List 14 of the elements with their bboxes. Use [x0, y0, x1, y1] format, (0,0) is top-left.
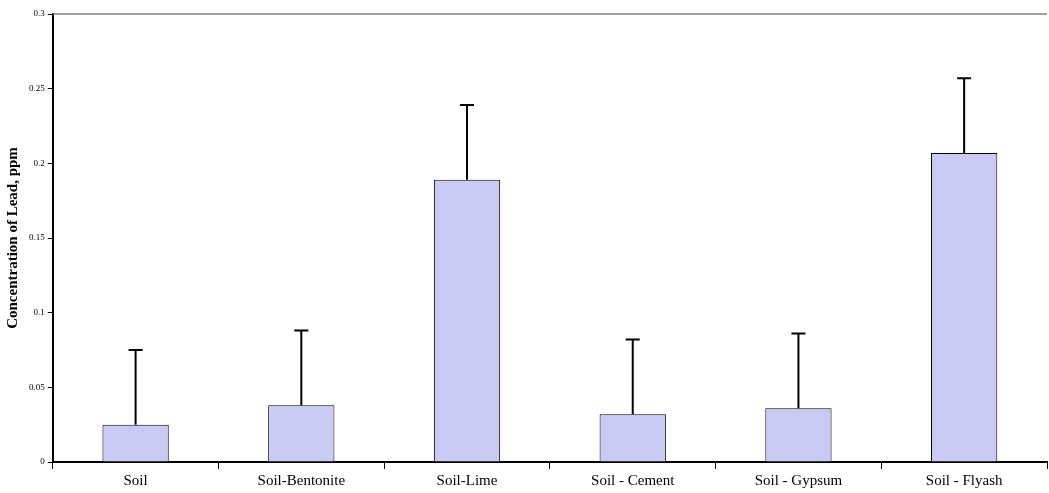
x-tick-label: Soil - Flyash: [925, 471, 1003, 488]
x-tick-label: Soil: [123, 471, 148, 488]
y-tick-label: 0: [40, 456, 46, 467]
y-tick-label: 0.05: [29, 381, 46, 392]
y-tick-label: 0.1: [33, 307, 45, 318]
x-tick-label: Soil - Gypsum: [754, 471, 843, 488]
x-tick-label: Soil-Bentonite: [257, 471, 346, 488]
y-tick-label: 0.25: [29, 83, 46, 94]
y-tick-label: 0.15: [29, 232, 46, 243]
x-tick-label: Soil - Cement: [591, 471, 676, 488]
y-tick-label: 0.3: [33, 8, 46, 19]
y-axis-title: Concentration of Lead, ppm: [3, 146, 20, 329]
x-tick-label: Soil-Lime: [436, 471, 498, 488]
y-tick-label: 0.2: [33, 157, 45, 168]
